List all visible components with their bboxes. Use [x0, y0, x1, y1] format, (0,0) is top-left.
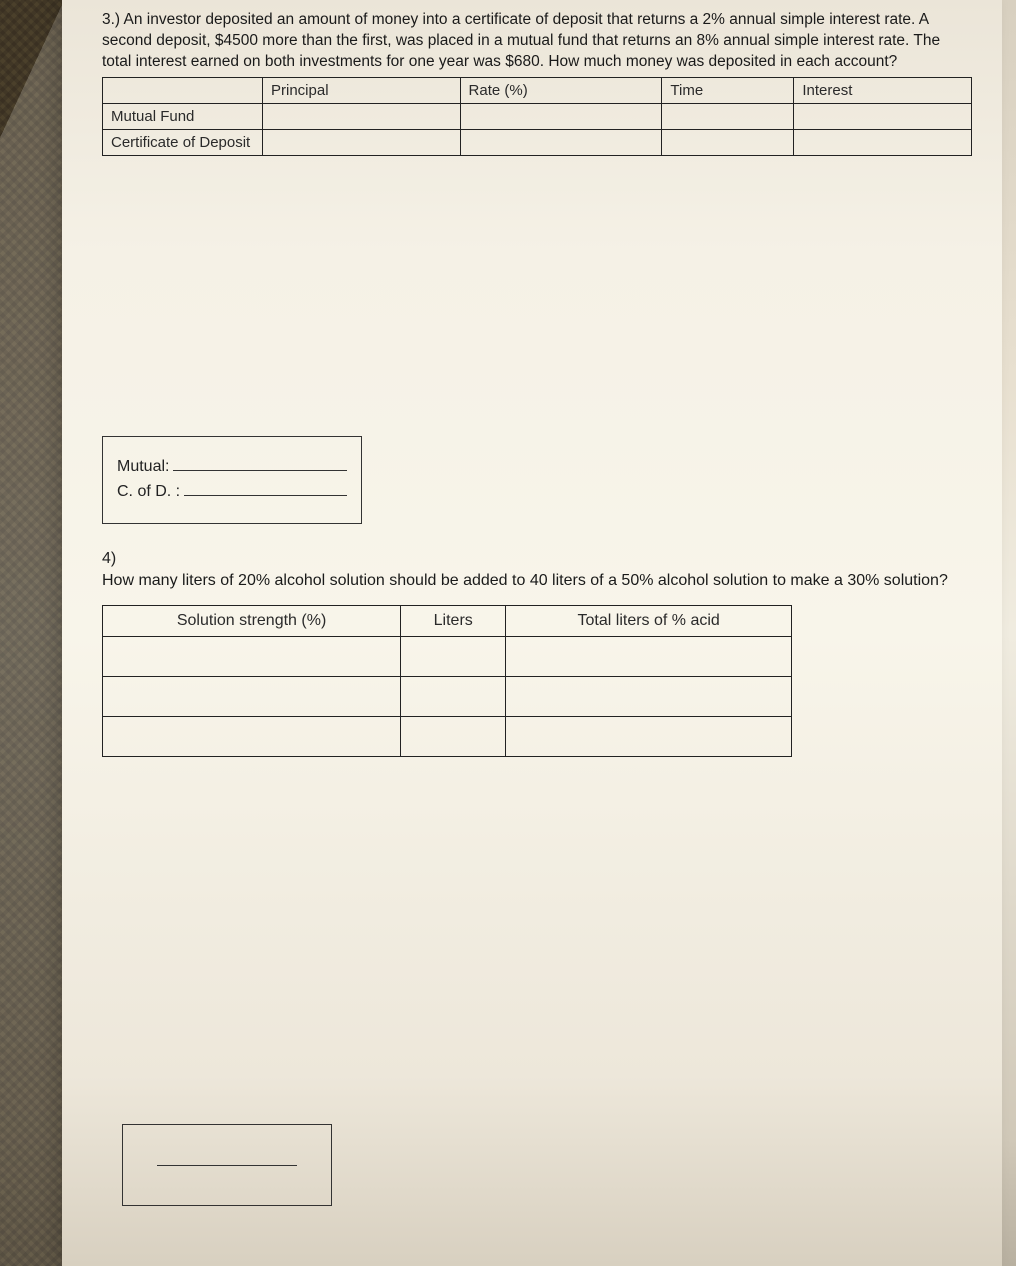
q4-cell [506, 637, 792, 677]
q4-number: 4) [102, 550, 972, 568]
q4-col-total: Total liters of % acid [506, 606, 792, 637]
q4-cell [103, 717, 401, 757]
q4-col-liters: Liters [401, 606, 506, 637]
table-row: Mutual Fund [103, 103, 972, 129]
q3-answer-mutual-label: Mutual: [117, 458, 169, 476]
q3-answer-mutual-blank [173, 457, 347, 471]
table-row [103, 677, 792, 717]
table-row: Certificate of Deposit [103, 129, 972, 155]
table-row [103, 717, 792, 757]
q3-col-rate: Rate (%) [460, 77, 662, 103]
q4-cell [103, 677, 401, 717]
q3-cell [662, 129, 794, 155]
q3-number: 3.) [102, 11, 120, 28]
q3-cell [263, 103, 461, 129]
q4-section: 4) How many liters of 20% alcohol soluti… [102, 550, 972, 758]
table-row [103, 637, 792, 677]
q3-col-interest: Interest [794, 77, 972, 103]
q3-answer-box: Mutual: C. of D. : [102, 436, 362, 524]
q3-cell [662, 103, 794, 129]
q3-cell [263, 129, 461, 155]
q4-cell [103, 637, 401, 677]
q3-body: An investor deposited an amount of money… [102, 11, 940, 70]
q3-answer-cd-label: C. of D. : [117, 483, 180, 501]
q3-corner-cell [103, 77, 263, 103]
q4-cell [506, 677, 792, 717]
q3-header-row: Principal Rate (%) Time Interest [103, 77, 972, 103]
q4-header-row: Solution strength (%) Liters Total liter… [103, 606, 792, 637]
q3-col-principal: Principal [263, 77, 461, 103]
q4-answer-blank [157, 1165, 297, 1166]
q4-cell [506, 717, 792, 757]
q3-table: Principal Rate (%) Time Interest Mutual … [102, 77, 972, 156]
q4-answer-box [122, 1124, 332, 1206]
q3-cell [794, 103, 972, 129]
q3-cell [794, 129, 972, 155]
q3-answer-mutual: Mutual: [117, 457, 347, 476]
q3-cell [460, 129, 662, 155]
q4-table: Solution strength (%) Liters Total liter… [102, 605, 792, 757]
q4-cell [401, 717, 506, 757]
background-weave [0, 0, 62, 1266]
q3-answer-cd: C. of D. : [117, 482, 347, 501]
q3-row-mutual-label: Mutual Fund [103, 103, 263, 129]
q3-cell [460, 103, 662, 129]
q3-row-cd-label: Certificate of Deposit [103, 129, 263, 155]
q4-cell [401, 677, 506, 717]
q4-cell [401, 637, 506, 677]
worksheet-paper: 3.) An investor deposited an amount of m… [62, 0, 1002, 1266]
q3-prompt: 3.) An investor deposited an amount of m… [102, 10, 972, 73]
q3-answer-cd-blank [184, 482, 347, 496]
q3-col-time: Time [662, 77, 794, 103]
q4-col-strength: Solution strength (%) [103, 606, 401, 637]
q4-body: How many liters of 20% alcohol solution … [102, 570, 972, 592]
